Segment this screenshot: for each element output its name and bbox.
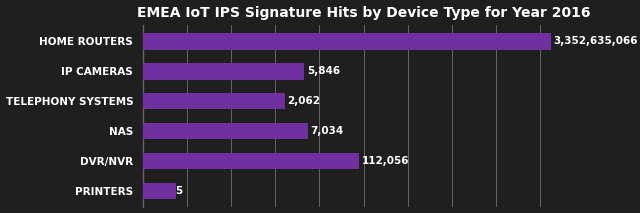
Bar	[143, 123, 308, 139]
Text: 5: 5	[175, 186, 182, 196]
Text: 5,846: 5,846	[307, 66, 340, 76]
Text: 3,352,635,066: 3,352,635,066	[554, 36, 638, 46]
Title: EMEA IoT IPS Signature Hits by Device Type for Year 2016: EMEA IoT IPS Signature Hits by Device Ty…	[137, 6, 590, 20]
Bar	[143, 63, 305, 79]
Bar	[143, 183, 176, 199]
Text: 7,034: 7,034	[310, 126, 344, 136]
Bar	[143, 93, 285, 109]
Text: 112,056: 112,056	[362, 156, 410, 166]
Bar	[143, 153, 359, 169]
Bar	[143, 33, 551, 50]
Text: 2,062: 2,062	[287, 96, 321, 106]
